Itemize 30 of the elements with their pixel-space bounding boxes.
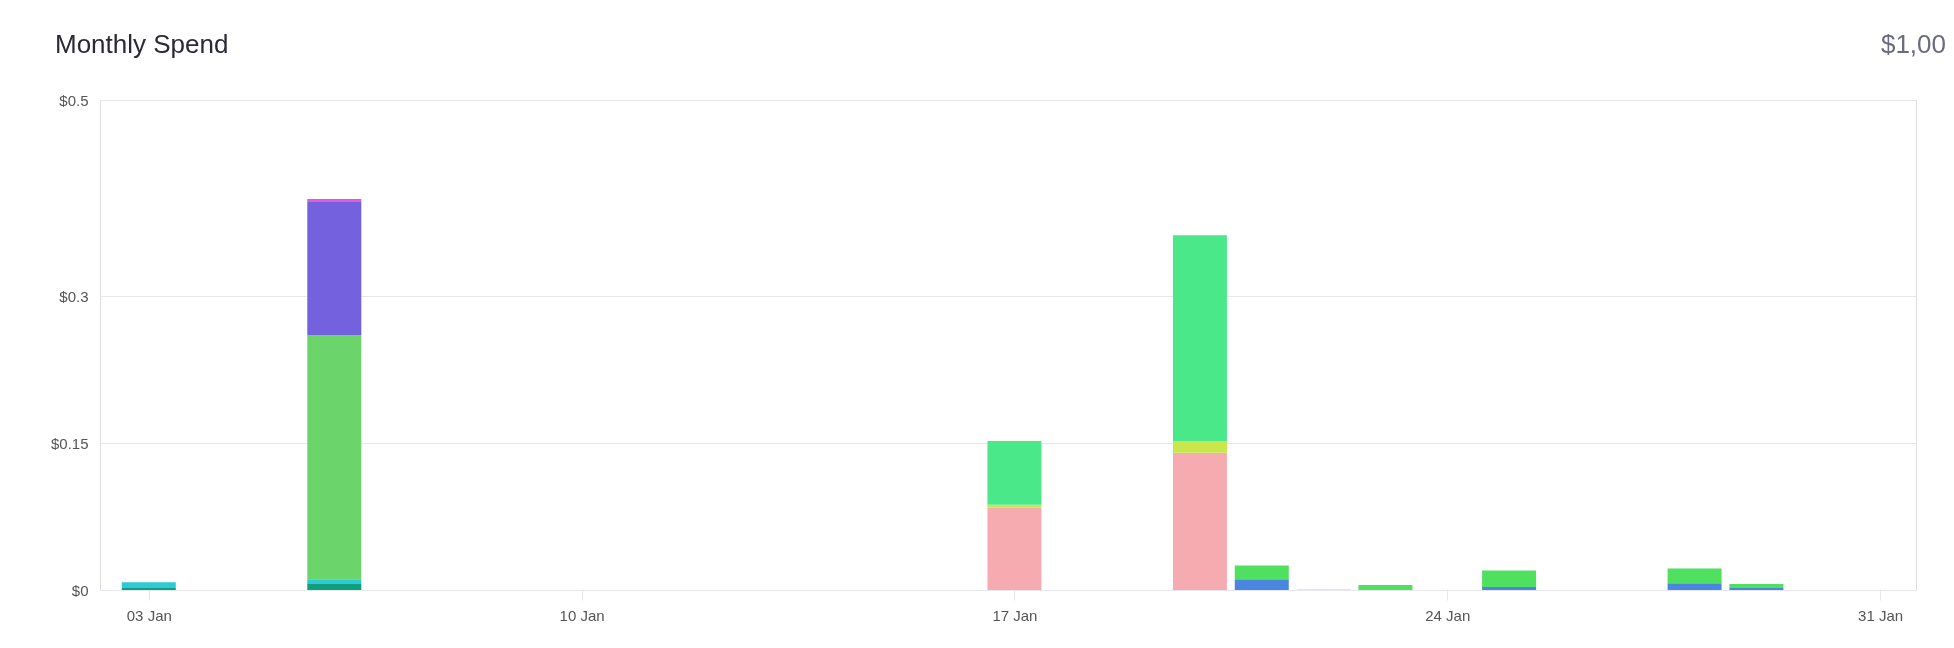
bar bbox=[1172, 235, 1227, 442]
bar bbox=[307, 579, 362, 585]
bar bbox=[1358, 585, 1413, 590]
bar bbox=[987, 441, 1042, 505]
bar bbox=[1667, 583, 1722, 590]
bar bbox=[1729, 584, 1784, 589]
bar bbox=[987, 504, 1042, 508]
y-tick-label: $0.15 bbox=[50, 434, 89, 452]
bar bbox=[1234, 579, 1289, 590]
x-tick-label: 03 Jan bbox=[126, 606, 172, 624]
bar bbox=[1234, 565, 1289, 580]
y-tick-label: $0 bbox=[71, 581, 89, 599]
x-tick-label: 31 Jan bbox=[1858, 606, 1904, 624]
bar bbox=[307, 335, 362, 580]
bar bbox=[307, 201, 362, 336]
bar bbox=[1172, 452, 1227, 590]
bar bbox=[307, 584, 362, 590]
x-tick-label: 24 Jan bbox=[1425, 606, 1471, 624]
chart-title: Monthly Spend bbox=[55, 29, 229, 59]
bar bbox=[1172, 441, 1227, 453]
bar bbox=[1482, 587, 1537, 590]
x-tick-label: 10 Jan bbox=[559, 606, 605, 624]
y-tick-label: $0.3 bbox=[59, 287, 89, 305]
bar bbox=[121, 582, 176, 589]
y-tick-label: $0.5 bbox=[59, 91, 89, 109]
x-tick-label: 17 Jan bbox=[992, 606, 1038, 624]
text: $1,00 bbox=[1880, 29, 1946, 59]
bar bbox=[987, 507, 1042, 590]
bar bbox=[1482, 570, 1537, 588]
bar bbox=[1667, 568, 1722, 584]
